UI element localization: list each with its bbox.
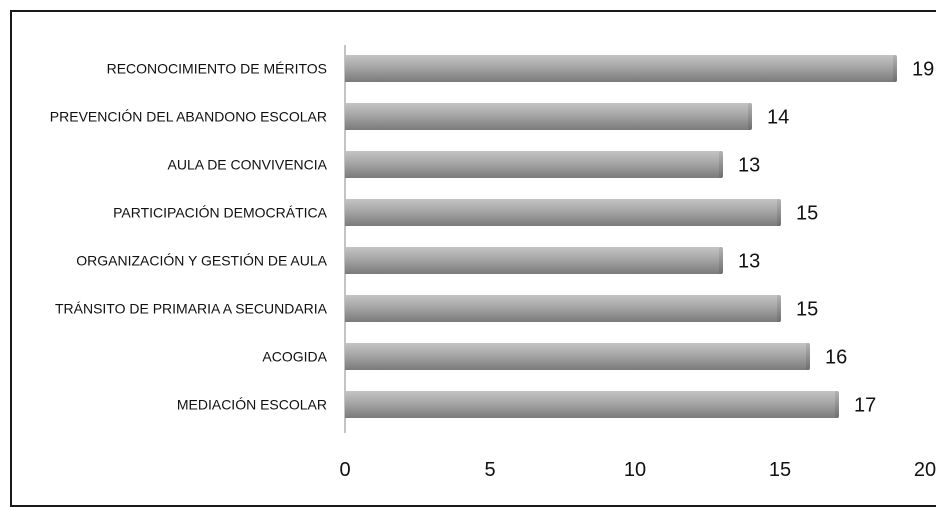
bar	[345, 247, 722, 274]
category-label: RECONOCIMIENTO DE MÉRITOS	[107, 61, 327, 77]
category-labels: RECONOCIMIENTO DE MÉRITOS PREVENCIÓN DEL …	[50, 61, 328, 413]
bar	[345, 199, 780, 226]
category-label: ACOGIDA	[262, 349, 327, 365]
data-label: 19	[912, 59, 934, 81]
category-label: AULA DE CONVIVENCIA	[168, 157, 328, 173]
bar	[345, 151, 722, 178]
bar-end-cap	[806, 343, 810, 370]
bar	[345, 295, 780, 322]
bar-end-cap	[893, 55, 897, 82]
bars-layer	[345, 55, 897, 418]
data-label: 13	[738, 155, 760, 177]
value-labels: 19 14 13 15 13 15 16 17	[738, 59, 934, 417]
data-label: 15	[796, 299, 818, 321]
bar	[345, 103, 751, 130]
bar	[345, 343, 809, 370]
x-tick-label: 0	[339, 459, 350, 481]
bar-group	[345, 151, 723, 178]
bar-end-cap	[835, 391, 839, 418]
bar-end-cap	[719, 151, 723, 178]
data-label: 14	[767, 107, 789, 129]
data-label: 16	[825, 347, 847, 369]
bar-end-cap	[719, 247, 723, 274]
data-label: 17	[854, 395, 876, 417]
x-tick-labels: 0 5 10 15 20	[339, 459, 936, 481]
data-label: 13	[738, 251, 760, 273]
bar	[345, 391, 838, 418]
bar-group	[345, 103, 752, 130]
bar-group	[345, 247, 723, 274]
x-tick-label: 5	[484, 459, 495, 481]
x-tick-label: 15	[769, 459, 791, 481]
x-tick-label: 20	[914, 459, 936, 481]
bar-group	[345, 391, 839, 418]
data-label: 15	[796, 203, 818, 225]
bar-group	[345, 55, 897, 82]
bar-group	[345, 343, 810, 370]
category-label: PREVENCIÓN DEL ABANDONO ESCOLAR	[50, 109, 327, 125]
category-label: TRÁNSITO DE PRIMARIA A SECUNDARIA	[55, 301, 328, 317]
bar-group	[345, 199, 781, 226]
bar	[345, 55, 896, 82]
category-label: MEDIACIÓN ESCOLAR	[177, 397, 327, 413]
bar-end-cap	[777, 199, 781, 226]
bar-end-cap	[748, 103, 752, 130]
bar-group	[345, 295, 781, 322]
category-label: ORGANIZACIÓN Y GESTIÓN DE AULA	[76, 253, 327, 269]
x-tick-label: 10	[624, 459, 646, 481]
category-label: PARTICIPACIÓN DEMOCRÁTICA	[113, 205, 328, 221]
bar-end-cap	[777, 295, 781, 322]
